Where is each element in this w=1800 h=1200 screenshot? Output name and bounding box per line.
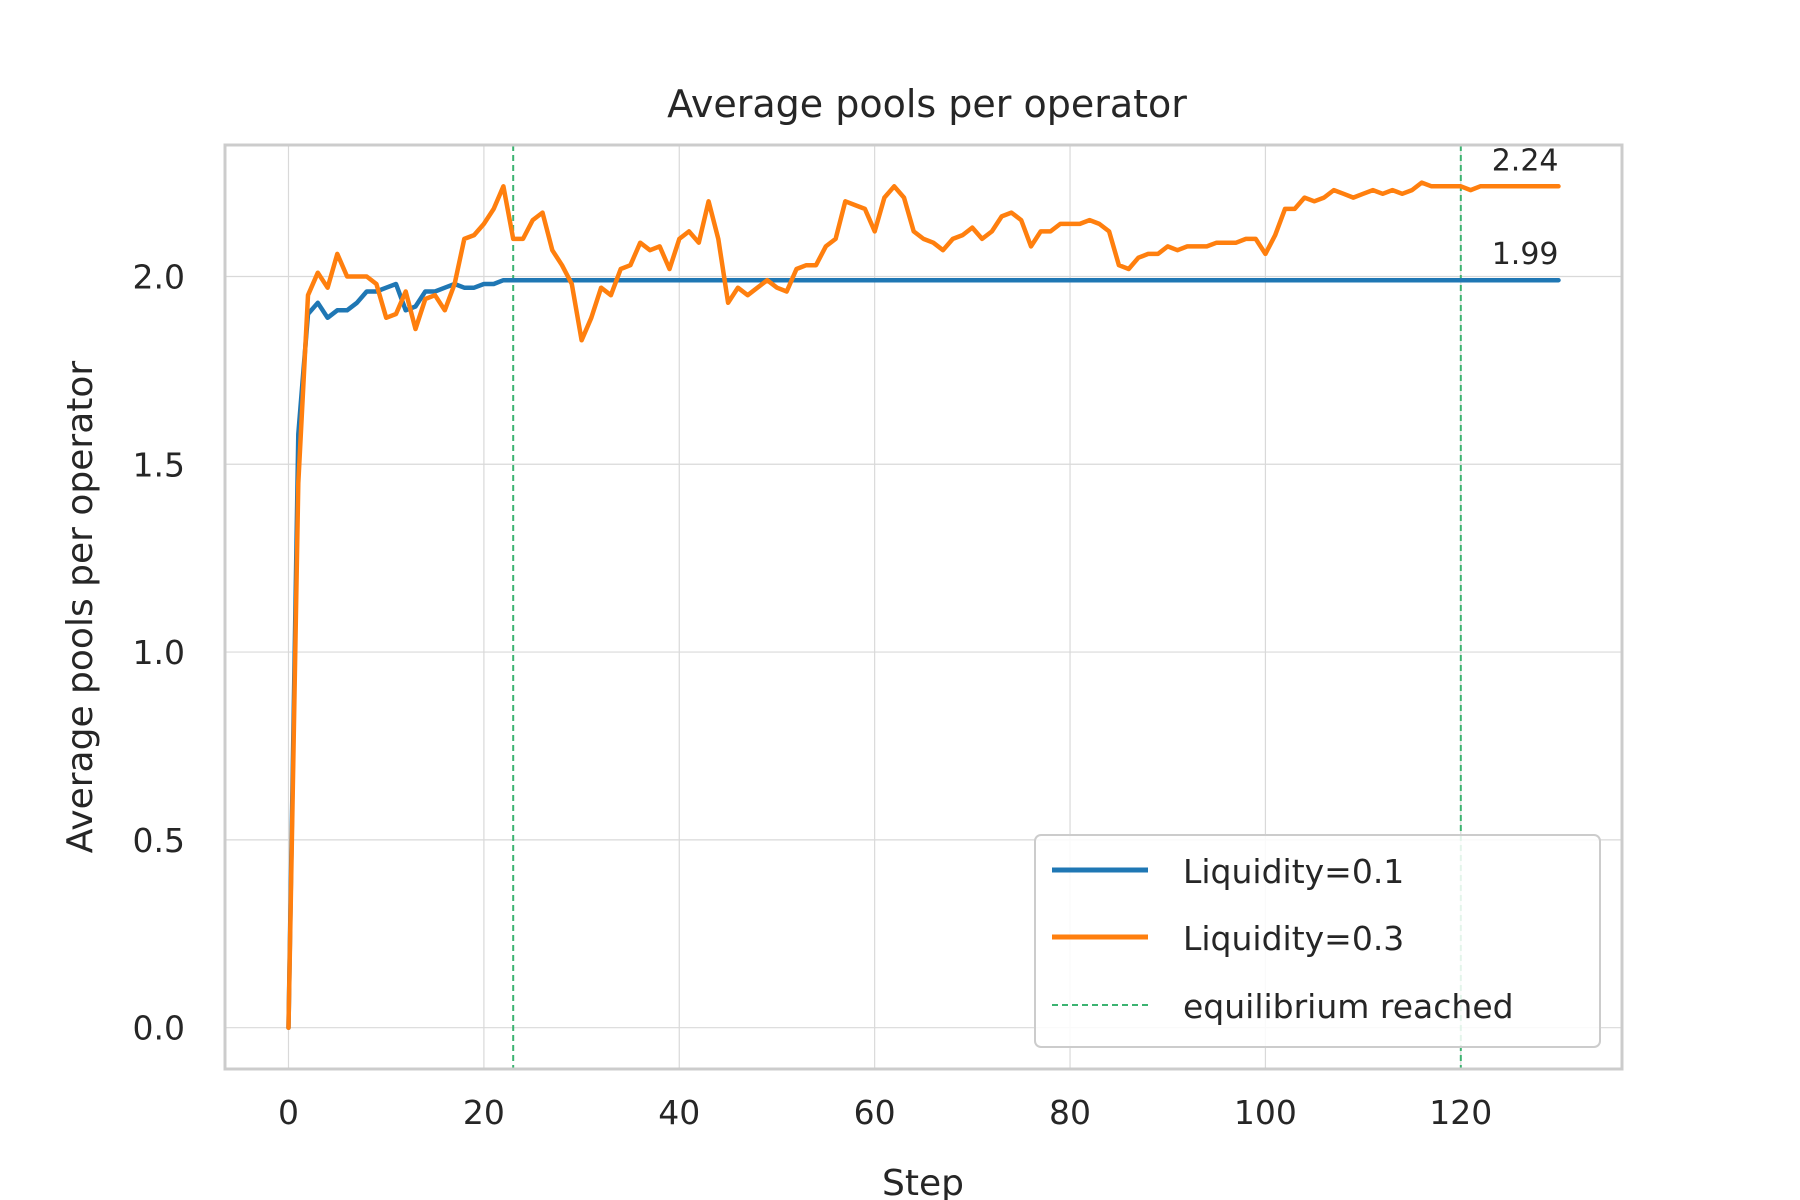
x-axis-label: Step (882, 1163, 964, 1200)
series-line-liquidity-0-1 (286, 277, 1561, 1030)
x-tick-label: 20 (463, 1093, 505, 1132)
end-labels: 2.24 1.99 (1492, 143, 1559, 272)
chart-title: Average pools per operator (667, 82, 1187, 126)
y-tick-label: 1.0 (133, 633, 185, 672)
legend-box (1034, 834, 1601, 1048)
end-value-label: 2.24 (1492, 143, 1559, 178)
y-tick-label: 1.5 (133, 445, 185, 484)
x-tick-labels: 0 20 40 60 80 100 120 (278, 1093, 1492, 1132)
x-tick-label: 40 (658, 1093, 700, 1132)
legend: Liquidity=0.1 Liquidity=0.3 equilibrium … (1034, 834, 1601, 1048)
x-tick-label: 120 (1429, 1093, 1492, 1132)
y-tick-labels: 0.0 0.5 1.0 1.5 2.0 (133, 257, 185, 1047)
y-tick-label: 0.0 (133, 1009, 185, 1048)
y-axis-label: Average pools per operator (60, 361, 101, 854)
legend-label-equilibrium: equilibrium reached (1183, 987, 1514, 1026)
y-tick-label: 0.5 (133, 821, 185, 860)
series-lines (286, 180, 1561, 1030)
x-tick-label: 60 (854, 1093, 896, 1132)
series-line-liquidity-0-3 (286, 180, 1561, 1030)
x-tick-label: 0 (278, 1093, 299, 1132)
x-tick-label: 100 (1234, 1093, 1297, 1132)
x-tick-label: 80 (1049, 1093, 1091, 1132)
end-value-label: 1.99 (1492, 237, 1559, 272)
plot-frame (223, 143, 1624, 1071)
y-tick-label: 2.0 (133, 257, 185, 296)
legend-label-liquidity-0-3: Liquidity=0.3 (1183, 919, 1404, 958)
legend-label-liquidity-0-1: Liquidity=0.1 (1183, 852, 1404, 891)
